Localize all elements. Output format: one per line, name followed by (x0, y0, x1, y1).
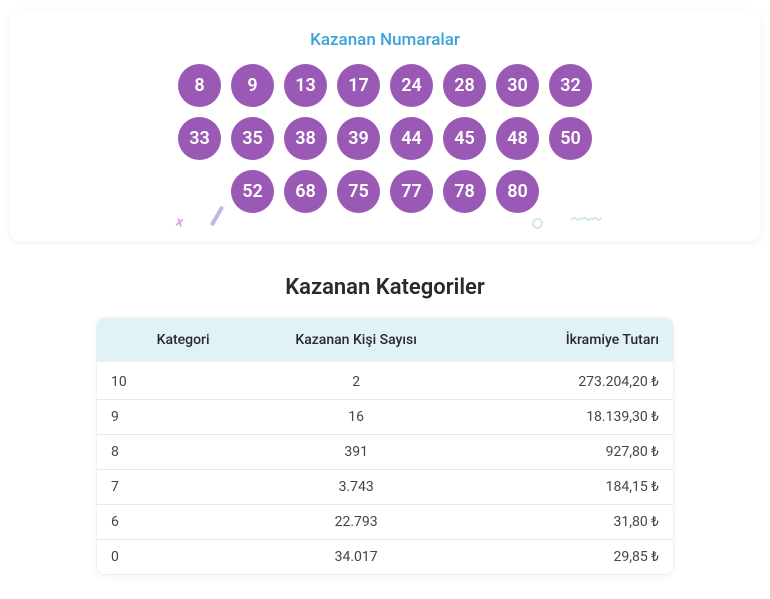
table-row: 034.01729,85 ₺ (97, 539, 673, 574)
cell-category: 0 (111, 549, 255, 565)
number-ball: 33 (178, 117, 221, 160)
table-header: Kategori Kazanan Kişi Sayısı İkramiye Tu… (97, 318, 673, 362)
deco-circle-icon (532, 218, 543, 229)
cell-winners: 16 (255, 409, 457, 425)
number-ball: 50 (549, 117, 592, 160)
cell-prize: 273.204,20 ₺ (457, 374, 659, 390)
cell-winners: 3.743 (255, 479, 457, 495)
number-ball: 44 (390, 117, 433, 160)
number-ball: 45 (443, 117, 486, 160)
cell-winners: 22.793 (255, 514, 457, 530)
cell-category: 10 (111, 374, 255, 390)
table-row: 91618.139,30 ₺ (97, 399, 673, 434)
cell-prize: 184,15 ₺ (457, 479, 659, 495)
cell-prize: 29,85 ₺ (457, 549, 659, 565)
deco-x-icon: x (174, 213, 185, 230)
cell-prize: 927,80 ₺ (457, 444, 659, 460)
number-ball: 30 (496, 64, 539, 107)
number-ball: 24 (390, 64, 433, 107)
number-ball: 39 (337, 117, 380, 160)
number-ball: 77 (390, 170, 433, 213)
number-ball: 17 (337, 64, 380, 107)
number-ball: 9 (231, 64, 274, 107)
winning-numbers-title: Kazanan Numaralar (22, 30, 748, 50)
cell-prize: 31,80 ₺ (457, 514, 659, 530)
col-header-prize: İkramiye Tutarı (457, 332, 659, 348)
col-header-category: Kategori (111, 332, 255, 348)
categories-table: Kategori Kazanan Kişi Sayısı İkramiye Tu… (97, 318, 673, 574)
cell-winners: 391 (255, 444, 457, 460)
number-ball: 32 (549, 64, 592, 107)
numbers-grid: 8913172428303233353839444548505268757778… (22, 64, 748, 213)
number-ball: 75 (337, 170, 380, 213)
numbers-row: 89131724283032 (178, 64, 592, 107)
table-row: 622.79331,80 ₺ (97, 504, 673, 539)
cell-category: 8 (111, 444, 255, 460)
table-row: 102273.204,20 ₺ (97, 362, 673, 399)
cell-prize: 18.139,30 ₺ (457, 409, 659, 425)
number-ball: 28 (443, 64, 486, 107)
number-ball: 80 (496, 170, 539, 213)
categories-title: Kazanan Kategoriler (10, 275, 760, 300)
col-header-winners: Kazanan Kişi Sayısı (255, 332, 457, 348)
numbers-row: 3335383944454850 (178, 117, 592, 160)
cell-category: 7 (111, 479, 255, 495)
cell-winners: 34.017 (255, 549, 457, 565)
number-ball: 78 (443, 170, 486, 213)
table-row: 8391927,80 ₺ (97, 434, 673, 469)
cell-category: 9 (111, 409, 255, 425)
number-ball: 13 (284, 64, 327, 107)
number-ball: 48 (496, 117, 539, 160)
number-ball: 8 (178, 64, 221, 107)
cell-category: 6 (111, 514, 255, 530)
cell-winners: 2 (255, 374, 457, 390)
number-ball: 38 (284, 117, 327, 160)
number-ball: 35 (231, 117, 274, 160)
winning-numbers-card: x ~~~ Kazanan Numaralar 8913172428303233… (10, 10, 760, 241)
table-row: 73.743184,15 ₺ (97, 469, 673, 504)
numbers-row: 526875777880 (231, 170, 539, 213)
number-ball: 68 (284, 170, 327, 213)
number-ball: 52 (231, 170, 274, 213)
table-body: 102273.204,20 ₺91618.139,30 ₺8391927,80 … (97, 362, 673, 574)
